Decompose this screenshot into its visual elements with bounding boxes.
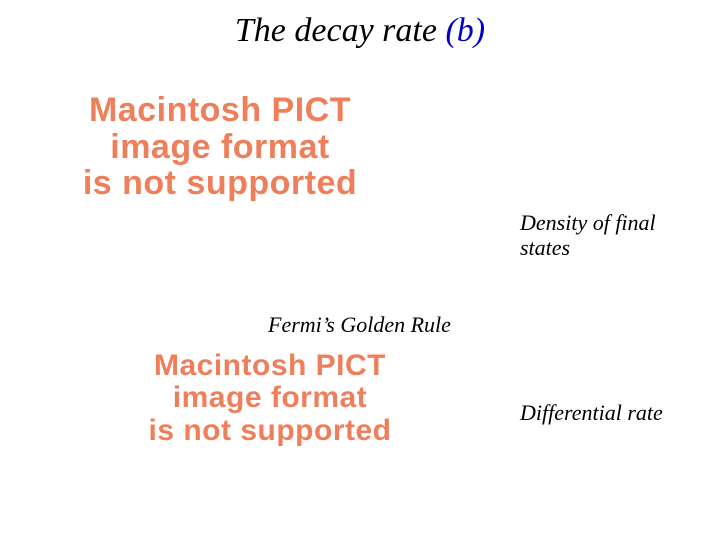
- title-text-black: The decay rate: [235, 12, 446, 49]
- pict-error-line: image format: [100, 382, 440, 414]
- pict-error-block-1: Macintosh PICT image format is not suppo…: [20, 92, 420, 202]
- density-line2: states: [520, 235, 570, 260]
- slide-container: The decay rate (b) Macintosh PICT image …: [0, 0, 720, 540]
- density-line1: Density of final: [520, 210, 656, 235]
- pict-error-line: image format: [20, 129, 420, 166]
- pict-error-line: Macintosh PICT: [100, 350, 440, 382]
- pict-error-line: is not supported: [20, 165, 420, 202]
- fermi-label: Fermi’s Golden Rule: [268, 312, 451, 338]
- title-text-blue: (b): [445, 12, 485, 49]
- slide-title: The decay rate (b): [0, 12, 720, 50]
- pict-error-block-2: Macintosh PICT image format is not suppo…: [100, 350, 440, 447]
- pict-error-line: Macintosh PICT: [20, 92, 420, 129]
- density-label: Density of final states: [520, 210, 656, 261]
- pict-error-line: is not supported: [100, 415, 440, 447]
- differential-label: Differential rate: [520, 400, 663, 426]
